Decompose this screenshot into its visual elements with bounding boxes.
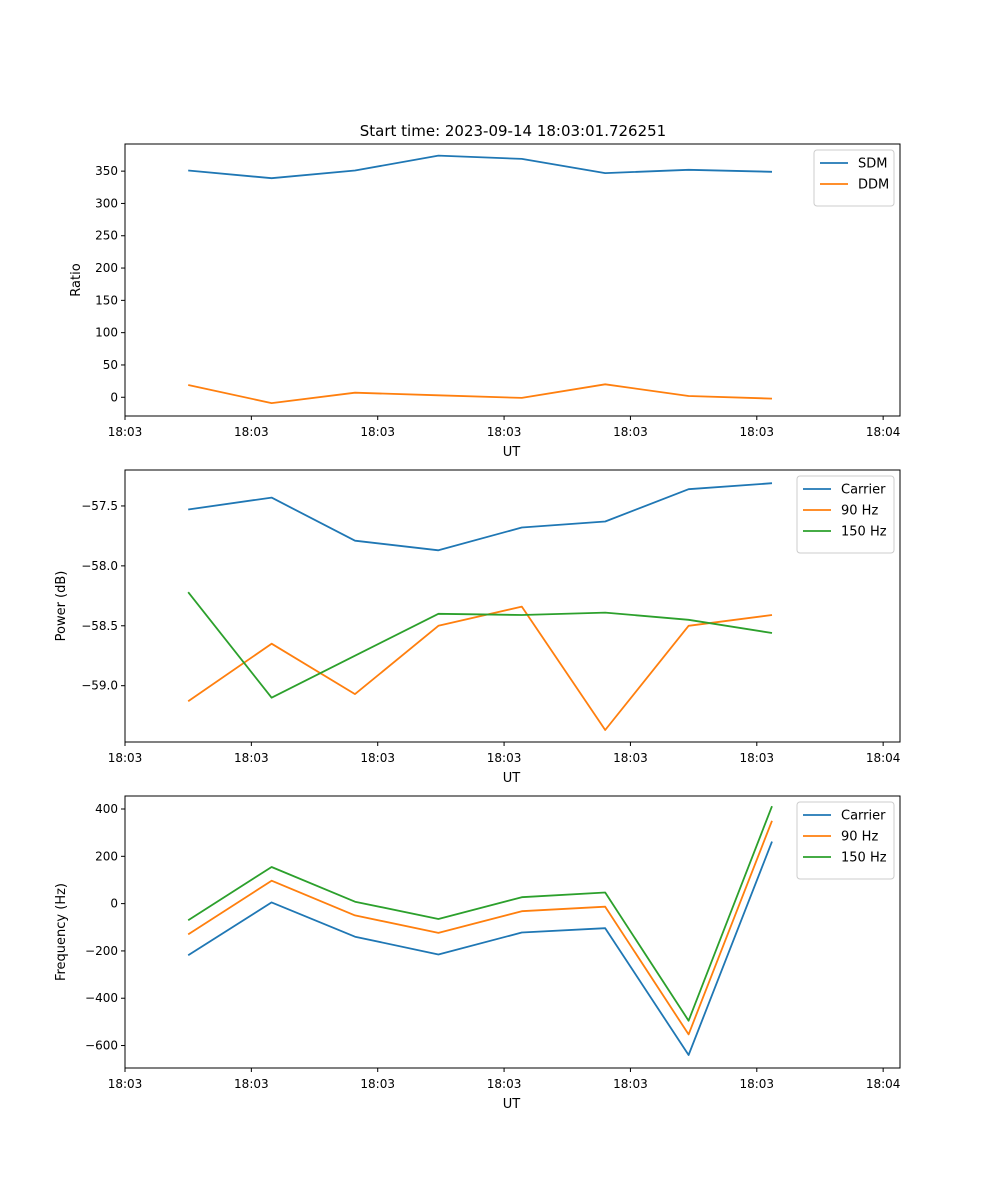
panel-1: 18:03 18:03 18:03 18:03 18:03 18:03 18:04 0 50 10… — [69, 143, 901, 460]
series-line-90-hz — [187, 820, 773, 1036]
legend-label: SDM — [858, 157, 887, 172]
legend-label: 90 Hz — [841, 830, 878, 845]
y-tick-label: 400 — [95, 802, 118, 816]
x-tick-label: 18:03 — [613, 1077, 648, 1091]
y-tick-label: 300 — [95, 196, 118, 210]
legend-label: 150 Hz — [841, 851, 887, 866]
y-tick-label: 150 — [95, 293, 118, 307]
x-axis-label: UT — [503, 1097, 521, 1112]
series-line-carrier — [188, 482, 773, 552]
y-axis-label: Ratio — [69, 263, 84, 296]
x-tick-label: 18:03 — [739, 1077, 774, 1091]
x-tick-label: 18:03 — [487, 751, 522, 765]
x-tick-label: 18:03 — [360, 425, 395, 439]
x-tick-label: 18:03 — [234, 1077, 269, 1091]
legend-label: DDM — [858, 178, 889, 193]
y-tick-label: 250 — [95, 229, 118, 243]
x-axis-label: UT — [503, 771, 521, 786]
y-axis-label: Power (dB) — [54, 571, 69, 642]
x-tick-label: 18:03 — [234, 425, 269, 439]
x-axis-label: UT — [503, 445, 521, 460]
axes-frame — [124, 143, 901, 417]
x-tick-label: 18:03 — [360, 1077, 395, 1091]
panels: 18:03 18:03 18:03 18:03 18:03 18:03 18:04 0 50 10… — [54, 143, 901, 1112]
axes-frame — [124, 795, 901, 1069]
x-tick-label: 18:03 — [108, 751, 143, 765]
y-tick-label: −58.0 — [81, 559, 118, 573]
y-tick-label: −59.0 — [81, 679, 118, 693]
legend-label: Carrier — [841, 483, 886, 498]
y-tick-label: −58.5 — [81, 619, 118, 633]
figure-title: Start time: 2023-09-14 18:03:01.726251 — [360, 122, 666, 140]
series-line-ddm — [188, 383, 773, 405]
x-tick-label: 18:03 — [739, 425, 774, 439]
legend: Carrier 90 Hz 150 Hz — [796, 801, 895, 880]
y-tick-label: 0 — [110, 897, 118, 911]
y-tick-label: −600 — [85, 1039, 118, 1053]
axes-frame — [124, 469, 901, 743]
x-tick-label: 18:03 — [360, 751, 395, 765]
series-line-150-hz — [187, 591, 773, 699]
x-tick-label: 18:03 — [487, 1077, 522, 1091]
x-tick-label: 18:04 — [866, 751, 901, 765]
panel-2: 18:03 18:03 18:03 18:03 18:03 18:03 18:04 −59.0… — [54, 469, 901, 786]
legend-frame — [813, 149, 895, 207]
y-tick-label: −57.5 — [81, 499, 118, 513]
series-line-90-hz — [187, 605, 773, 731]
legend-frame — [796, 475, 895, 554]
x-tick-label: 18:04 — [866, 1077, 901, 1091]
x-tick-label: 18:03 — [108, 1077, 143, 1091]
series-line-sdm — [188, 154, 773, 180]
x-tick-label: 18:03 — [613, 751, 648, 765]
legend: SDM DDM — [813, 149, 895, 207]
y-tick-label: 200 — [95, 849, 118, 863]
y-tick-label: 100 — [95, 326, 118, 340]
legend: Carrier 90 Hz 150 Hz — [796, 475, 895, 554]
y-tick-label: −400 — [85, 991, 118, 1005]
x-tick-label: 18:03 — [613, 425, 648, 439]
y-tick-label: −200 — [85, 944, 118, 958]
legend-label: Carrier — [841, 809, 886, 824]
x-tick-label: 18:03 — [234, 751, 269, 765]
x-tick-label: 18:03 — [108, 425, 143, 439]
legend-label: 150 Hz — [841, 525, 887, 540]
y-axis-label: Frequency (Hz) — [54, 883, 69, 981]
legend-frame — [796, 801, 895, 880]
series-line-150-hz — [187, 805, 773, 1022]
y-tick-label: 50 — [103, 358, 118, 372]
y-tick-label: 200 — [95, 261, 118, 275]
x-tick-label: 18:03 — [487, 425, 522, 439]
legend-label: 90 Hz — [841, 504, 878, 519]
x-tick-label: 18:03 — [739, 751, 774, 765]
panel-3: 18:03 18:03 18:03 18:03 18:03 18:03 18:04 −600 −… — [54, 795, 901, 1112]
series-line-carrier — [187, 841, 773, 1056]
x-tick-label: 18:04 — [866, 425, 901, 439]
y-tick-label: 0 — [110, 390, 118, 404]
y-tick-label: 350 — [95, 164, 118, 178]
